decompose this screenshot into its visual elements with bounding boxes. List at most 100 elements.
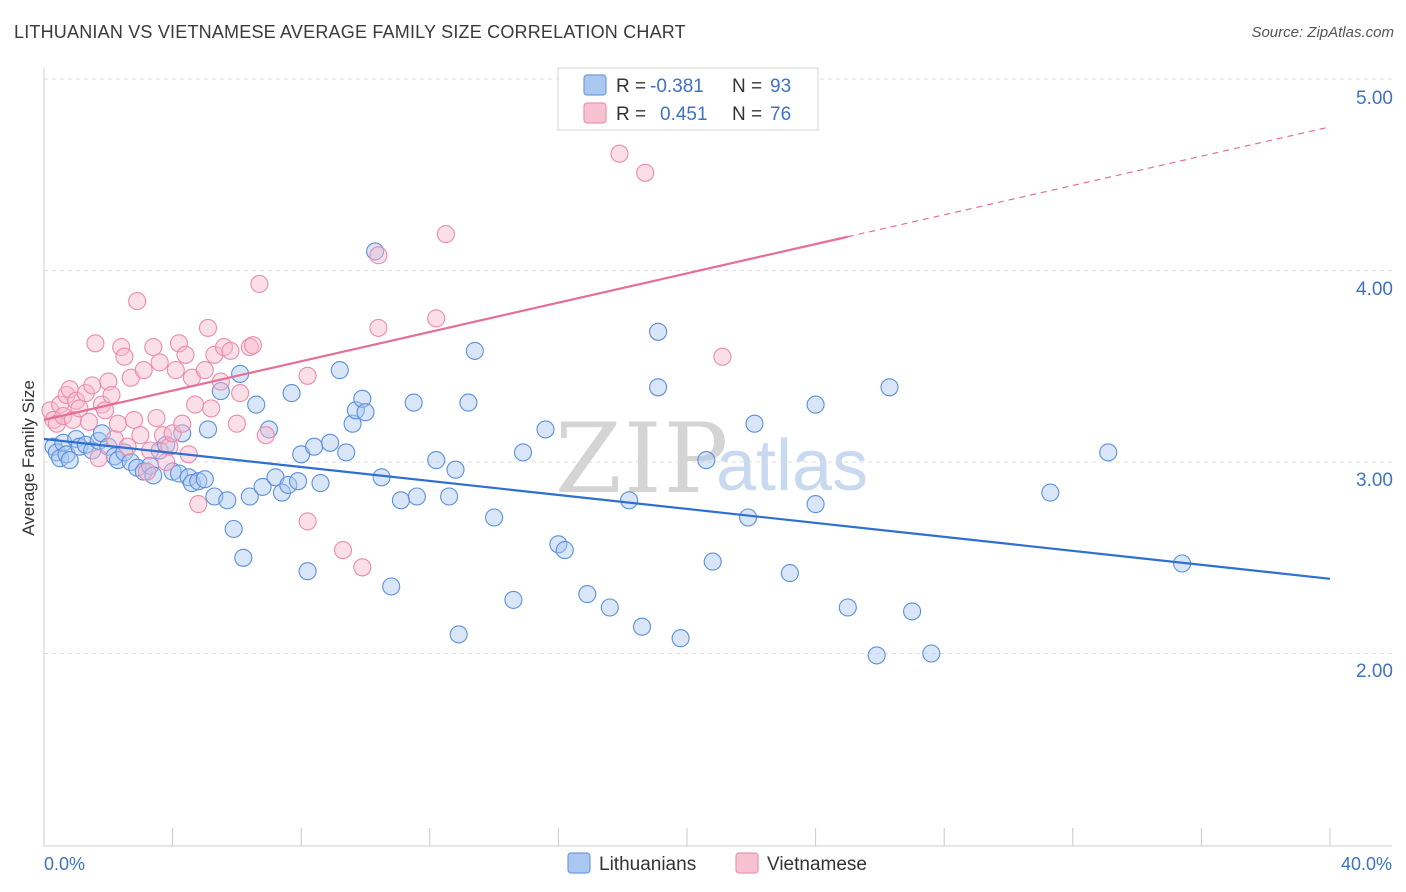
x-tick-label: 40.0% <box>1341 854 1392 874</box>
data-point <box>186 395 205 414</box>
data-point <box>102 385 121 405</box>
data-point <box>128 292 147 311</box>
data-point <box>427 451 446 470</box>
data-point <box>459 393 478 412</box>
series-lithuanians <box>44 242 1192 665</box>
data-point <box>446 460 465 479</box>
data-point <box>436 225 455 244</box>
data-point <box>86 334 105 353</box>
y-tick-label: 4.00 <box>1356 279 1393 300</box>
data-point <box>112 338 131 357</box>
data-point <box>234 548 253 567</box>
data-point <box>166 361 185 380</box>
data-point <box>404 393 423 412</box>
data-point <box>189 472 208 491</box>
data-point <box>636 163 655 182</box>
data-point <box>440 487 459 506</box>
data-point <box>465 341 484 360</box>
data-point <box>311 474 330 493</box>
data-point <box>353 389 372 408</box>
y-axis-label: Average Family Size <box>19 380 38 536</box>
data-point <box>124 410 144 429</box>
watermark-atlas: atlas <box>716 426 868 506</box>
data-point <box>253 477 272 496</box>
data-point <box>60 451 79 470</box>
y-tick-label: 3.00 <box>1356 470 1393 491</box>
legend-n-label: N = <box>732 104 762 125</box>
data-point <box>739 508 758 527</box>
legend-n-label: N = <box>732 76 762 97</box>
data-point <box>157 452 176 472</box>
source-label: Source: ZipAtlas.com <box>1251 24 1394 41</box>
data-point <box>632 617 652 636</box>
data-point <box>806 495 825 514</box>
bottom-legend-swatch-vietnamese <box>735 852 759 874</box>
data-point <box>745 414 764 433</box>
data-point <box>838 598 857 617</box>
legend-box: R = -0.381 N = 93 R = 0.451 N = 76 <box>557 67 819 131</box>
data-point <box>218 491 237 510</box>
data-point <box>150 353 169 372</box>
legend-r-value: -0.381 <box>650 76 704 97</box>
data-point <box>169 464 189 483</box>
data-point <box>176 345 195 364</box>
trend-line-vietnamese-extension <box>847 126 1331 238</box>
data-point <box>649 322 668 341</box>
data-point <box>333 541 353 560</box>
data-point <box>173 414 192 433</box>
data-point <box>880 378 899 397</box>
data-point <box>63 410 82 429</box>
legend-n-value: 76 <box>770 104 791 125</box>
data-point <box>922 644 941 663</box>
data-point <box>449 625 468 644</box>
data-point <box>108 414 127 433</box>
data-point <box>288 472 308 491</box>
data-point <box>703 552 722 571</box>
bottom-legend-swatch-lithuanians <box>567 852 591 874</box>
data-point <box>179 468 198 487</box>
data-point <box>279 475 298 495</box>
data-point <box>620 491 639 510</box>
legend-r-label: R = <box>616 76 646 97</box>
chart-title: LITHUANIAN VS VIETNAMESE AVERAGE FAMILY … <box>14 22 686 42</box>
data-point <box>247 395 266 414</box>
data-point <box>356 403 375 422</box>
data-point <box>806 395 825 414</box>
bottom-legend: Lithuanians Vietnamese <box>567 852 867 875</box>
data-point <box>250 274 269 293</box>
data-point <box>1041 483 1060 502</box>
legend-r-value: 0.451 <box>660 104 708 125</box>
data-point <box>697 451 716 470</box>
legend-r-label: R = <box>616 104 646 125</box>
data-point <box>160 437 179 456</box>
data-point <box>282 384 301 403</box>
data-point <box>780 564 799 583</box>
data-point <box>298 512 317 531</box>
trend-line-lithuanians <box>43 437 1331 580</box>
data-point <box>173 424 192 443</box>
bottom-legend-label-lithuanians: Lithuanians <box>599 854 696 875</box>
x-minor-ticks <box>43 828 1331 846</box>
data-point <box>305 437 324 456</box>
data-point <box>163 462 182 481</box>
data-point <box>195 470 214 489</box>
data-point <box>610 144 629 163</box>
data-point <box>79 412 99 431</box>
trend-lines <box>43 126 1331 580</box>
data-point <box>649 378 668 397</box>
data-point <box>169 334 189 353</box>
data-point <box>224 519 243 539</box>
data-point <box>195 361 214 380</box>
data-point <box>211 382 230 401</box>
data-point <box>369 246 388 265</box>
data-point <box>600 598 619 617</box>
data-point <box>131 426 150 445</box>
data-point <box>221 341 240 360</box>
legend-swatch-lithuanians <box>583 74 607 96</box>
data-point <box>89 449 108 468</box>
data-point <box>330 361 349 380</box>
data-point <box>240 487 259 506</box>
legend-swatch-vietnamese <box>583 102 607 124</box>
data-point <box>485 508 504 527</box>
